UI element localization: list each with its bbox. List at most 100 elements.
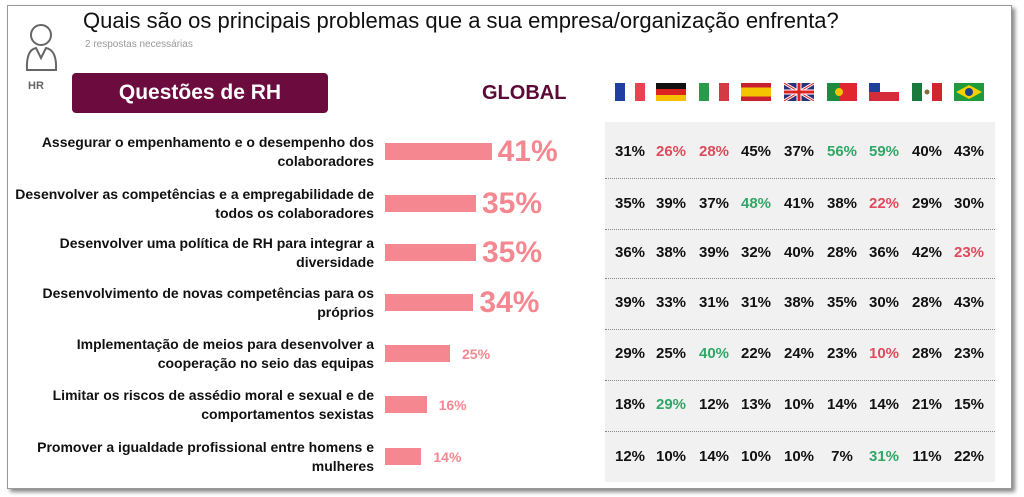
country-value-cell: 35% <box>614 195 646 212</box>
row-divider <box>605 329 995 330</box>
flag-italy-icon: Italy <box>699 83 729 101</box>
country-value-cell: 31% <box>614 143 646 160</box>
country-value-cell: 28% <box>698 143 730 160</box>
country-value-cell: 45% <box>740 143 772 160</box>
flag-brazil-icon: Brazil <box>954 83 984 101</box>
country-value-cell: 30% <box>953 195 985 212</box>
country-value-cell: 14% <box>868 396 900 413</box>
country-value-cell: 11% <box>912 448 942 465</box>
global-value-label: 14% <box>433 449 462 465</box>
global-value-label: 25% <box>462 346 491 362</box>
country-value-cell: 22% <box>868 195 900 212</box>
flag-france-icon: France <box>615 83 645 101</box>
country-value-cell: 30% <box>868 294 900 311</box>
country-value-cell: 32% <box>740 244 772 261</box>
flag-mexico-icon: Mexico <box>912 83 942 101</box>
global-bar <box>385 448 422 465</box>
country-value-cell: 29% <box>614 345 646 362</box>
country-value-cell: 31% <box>698 294 730 311</box>
row-divider <box>605 431 995 432</box>
country-value-cell: 39% <box>698 244 730 261</box>
country-value-cell: 15% <box>953 396 985 413</box>
country-value-cell: 31% <box>740 294 772 311</box>
country-value-cell: 23% <box>953 345 985 362</box>
country-value-cell: 13% <box>740 396 772 413</box>
question-label: Assegurar o empenhamento e o desempenho … <box>41 134 374 169</box>
country-value-cell: 26% <box>655 143 687 160</box>
country-value-cell: 10% <box>740 448 772 465</box>
global-bar <box>385 244 476 261</box>
global-label: GLOBAL <box>482 82 567 104</box>
global-value-label: 35% <box>482 187 543 220</box>
question-label: Implementação de meios para desenvolver … <box>76 336 374 371</box>
country-value-cell: 40% <box>698 345 730 362</box>
country-value-cell: 36% <box>614 244 646 261</box>
hr-person-icon <box>25 24 58 71</box>
global-value-label: 16% <box>438 397 467 413</box>
flag-chile-icon: Chile <box>869 83 899 101</box>
country-value-cell: 43% <box>953 143 985 160</box>
country-value-cell: 28% <box>826 244 858 261</box>
country-value-cell: 10% <box>783 396 815 413</box>
country-value-cell: 36% <box>868 244 900 261</box>
global-bar <box>385 294 474 311</box>
country-value-cell: 10% <box>783 448 815 465</box>
country-value-cell: 38% <box>655 244 687 261</box>
global-bar <box>385 396 427 413</box>
global-bar <box>385 195 476 212</box>
country-value-cell: 33% <box>655 294 687 311</box>
row-divider <box>605 178 995 179</box>
country-value-cell: 18% <box>614 396 646 413</box>
country-value-cell: 10% <box>868 345 900 362</box>
country-value-cell: 37% <box>698 195 730 212</box>
country-value-cell: 7% <box>831 448 853 465</box>
question-label: Limitar os riscos de assédio moral e sex… <box>52 387 374 422</box>
row-divider <box>605 380 995 381</box>
flag-spain-icon: Spain <box>741 83 771 101</box>
country-value-cell: 31% <box>868 448 900 465</box>
country-value-cell: 28% <box>911 345 943 362</box>
country-value-cell: 42% <box>911 244 943 261</box>
section-badge: Questões de RH <box>72 73 328 113</box>
country-value-cell: 41% <box>783 195 815 212</box>
country-value-cell: 23% <box>826 345 858 362</box>
country-value-cell: 37% <box>783 143 815 160</box>
country-value-cell: 56% <box>826 143 858 160</box>
country-value-cell: 43% <box>953 294 985 311</box>
country-value-cell: 40% <box>783 244 815 261</box>
country-value-cell: 22% <box>740 345 772 362</box>
question-label: Desenvolver as competências e a empregab… <box>15 186 374 221</box>
country-value-cell: 10% <box>655 448 687 465</box>
global-bar <box>385 345 450 362</box>
country-value-cell: 38% <box>783 294 815 311</box>
global-bar <box>385 143 492 160</box>
question-label: Desenvolver uma política de RH para inte… <box>59 235 374 270</box>
subtitle: 2 respostas necessárias <box>85 39 193 50</box>
country-value-cell: 25% <box>655 345 687 362</box>
global-value-label: 41% <box>497 135 558 168</box>
question-label: Desenvolvimento de novas competências pa… <box>42 285 374 320</box>
row-divider <box>605 229 995 230</box>
page-title: Quais são os principais problemas que a … <box>83 8 839 33</box>
country-value-cell: 21% <box>911 396 943 413</box>
country-value-cell: 40% <box>911 143 943 160</box>
flag-portugal-icon: Portugal <box>827 83 857 101</box>
country-value-cell: 12% <box>698 396 730 413</box>
flag-united-kingdom-icon: United Kingdom <box>784 83 814 101</box>
country-value-cell: 35% <box>826 294 858 311</box>
country-value-cell: 14% <box>698 448 730 465</box>
flag-germany-icon: Germany <box>656 83 686 101</box>
country-value-cell: 22% <box>953 448 985 465</box>
question-label: Promover a igualdade profissional entre … <box>37 439 374 474</box>
country-value-cell: 29% <box>655 396 687 413</box>
global-value-label: 34% <box>479 286 540 319</box>
country-value-cell: 24% <box>783 345 815 362</box>
country-value-cell: 48% <box>740 195 772 212</box>
country-value-cell: 14% <box>826 396 858 413</box>
role-label: HR <box>28 80 44 92</box>
country-value-cell: 39% <box>655 195 687 212</box>
country-value-cell: 12% <box>614 448 646 465</box>
country-value-cell: 29% <box>911 195 943 212</box>
country-value-cell: 39% <box>614 294 646 311</box>
country-value-cell: 59% <box>868 143 900 160</box>
